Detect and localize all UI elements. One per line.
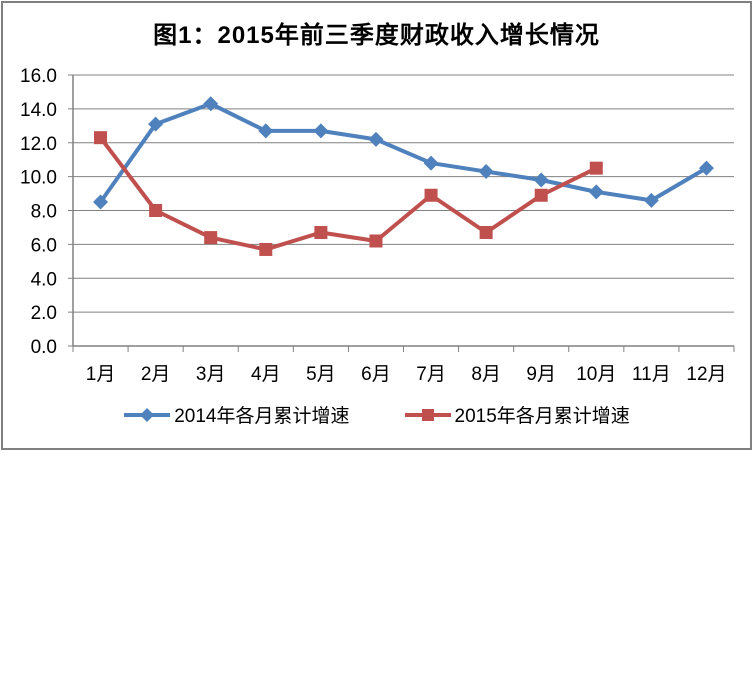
plot-area: 0.0 2.0 4.0 6.0 8.0 10.0 12.0 14.0 16.0 1月 2月 3月 4月 5… (20, 66, 735, 385)
diamond-marker (698, 160, 714, 176)
square-marker (369, 234, 383, 248)
x-axis-label: 9月 (526, 364, 556, 385)
chart-title: 图1：2015年前三季度财政收入增长情况 (153, 22, 600, 49)
diamond-marker (313, 123, 329, 139)
x-axis-label: 3月 (196, 364, 226, 385)
x-axis-label: 2月 (141, 364, 171, 385)
y-axis-label: 16.0 (20, 66, 57, 87)
y-axis-label: 12.0 (20, 134, 57, 155)
y-axis-label: 4.0 (31, 269, 57, 290)
x-axis-label: 7月 (416, 364, 446, 385)
square-marker (204, 231, 218, 245)
diamond-marker (478, 164, 494, 180)
x-axis-label: 10月 (576, 364, 616, 385)
x-axis-label: 4月 (251, 364, 281, 385)
diamond-marker (533, 172, 549, 188)
diamond-marker (93, 194, 109, 210)
x-axis-label: 8月 (471, 364, 501, 385)
diamond-marker-icon (124, 407, 171, 422)
diamond-marker (203, 96, 219, 112)
diamond-marker (588, 184, 604, 200)
y-axis-label: 2.0 (31, 303, 57, 324)
square-marker (94, 131, 108, 145)
square-marker-icon (404, 408, 451, 421)
square-marker (534, 188, 548, 202)
square-marker (589, 161, 603, 175)
square-marker (314, 226, 328, 240)
x-axis-label: 6月 (361, 364, 391, 385)
y-axis-label: 6.0 (31, 235, 57, 256)
x-axis-label: 5月 (306, 364, 336, 385)
diamond-marker (423, 155, 439, 171)
square-marker (424, 188, 438, 202)
square-marker (259, 242, 273, 256)
series-line-2014年各月累计增速 (98, 101, 708, 204)
diamond-marker (643, 192, 659, 208)
diamond-marker (258, 123, 274, 139)
y-axis-label: 8.0 (31, 202, 57, 223)
legend-item-2015: 2015年各月累计增速 (404, 401, 630, 428)
x-axis-label: 12月 (686, 364, 726, 385)
y-axis-label: 14.0 (20, 100, 57, 121)
series-line-2015年各月累计增速 (98, 136, 598, 252)
y-axis-label: 10.0 (20, 168, 57, 189)
legend-label-2014: 2014年各月累计增速 (174, 406, 350, 427)
legend-label-2015: 2015年各月累计增速 (454, 406, 630, 427)
diamond-marker (148, 116, 164, 132)
y-axis-label: 0.0 (31, 337, 57, 358)
square-marker (149, 204, 163, 217)
diamond-marker (368, 131, 384, 147)
chart-frame: 图1：2015年前三季度财政收入增长情况 0.0 2.0 4.0 6.0 8.0 10.0… (1, 1, 752, 450)
x-axis-label: 1月 (86, 364, 116, 385)
legend-item-2014: 2014年各月累计增速 (123, 401, 350, 428)
chart-legend: 2014年各月累计增速 2015年各月累计增速 (3, 401, 750, 428)
x-axis-label: 11月 (632, 364, 671, 385)
square-marker (479, 226, 493, 240)
